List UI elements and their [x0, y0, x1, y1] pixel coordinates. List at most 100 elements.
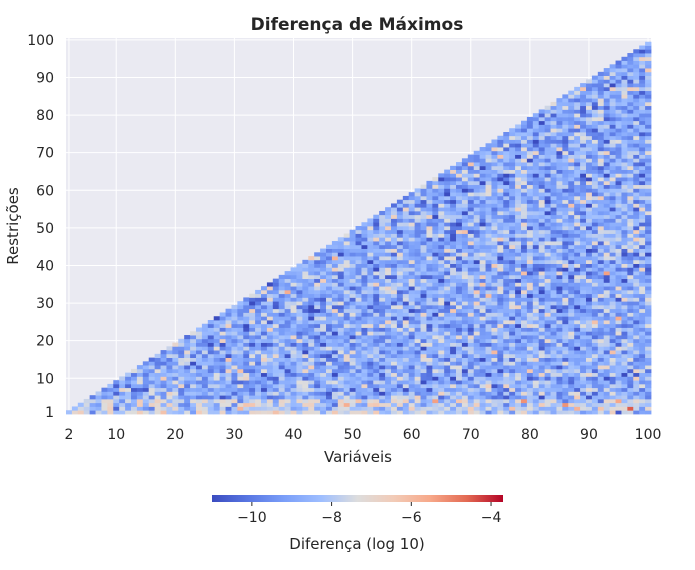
heatmap-cell	[491, 316, 497, 320]
heatmap-cell	[367, 226, 373, 230]
heatmap-cell	[432, 203, 438, 207]
heatmap-cell	[450, 384, 456, 388]
heatmap-cell	[361, 324, 367, 328]
heatmap-cell	[462, 373, 468, 377]
heatmap-cell	[539, 117, 545, 121]
heatmap-cell	[474, 316, 480, 320]
heatmap-cell	[468, 365, 474, 369]
heatmap-cell	[296, 282, 302, 286]
heatmap-cell	[621, 143, 627, 147]
heatmap-cell	[291, 335, 297, 339]
heatmap-cell	[208, 410, 214, 414]
heatmap-cell	[137, 373, 143, 377]
heatmap-cell	[308, 260, 314, 264]
heatmap-cell	[586, 275, 592, 279]
heatmap-cell	[350, 354, 356, 358]
heatmap-cell	[527, 339, 533, 343]
heatmap-cell	[621, 132, 627, 136]
heatmap-cell	[486, 155, 492, 159]
heatmap-cell	[296, 354, 302, 358]
heatmap-cell	[639, 324, 645, 328]
heatmap-cell	[616, 185, 622, 189]
heatmap-cell	[391, 226, 397, 230]
heatmap-cell	[338, 406, 344, 410]
heatmap-cell	[131, 384, 137, 388]
heatmap-cell	[509, 297, 515, 301]
heatmap-cell	[621, 230, 627, 234]
heatmap-cell	[373, 218, 379, 222]
heatmap-cell	[621, 128, 627, 132]
heatmap-cell	[509, 155, 515, 159]
heatmap-cell	[350, 282, 356, 286]
heatmap-cell	[190, 346, 196, 350]
heatmap-cell	[539, 309, 545, 313]
heatmap-cell	[627, 301, 633, 305]
heatmap-cell	[421, 297, 427, 301]
heatmap-cell	[243, 354, 249, 358]
heatmap-cell	[491, 207, 497, 211]
heatmap-cell	[604, 406, 610, 410]
heatmap-cell	[592, 234, 598, 238]
heatmap-cell	[344, 406, 350, 410]
heatmap-cell	[503, 369, 509, 373]
heatmap-cell	[539, 335, 545, 339]
heatmap-cell	[332, 316, 338, 320]
heatmap-cell	[243, 391, 249, 395]
heatmap-cell	[391, 320, 397, 324]
heatmap-cell	[320, 384, 326, 388]
heatmap-cell	[125, 380, 131, 384]
heatmap-cell	[568, 339, 574, 343]
heatmap-cell	[415, 297, 421, 301]
heatmap-cell	[462, 173, 468, 177]
heatmap-cell	[562, 350, 568, 354]
heatmap-cell	[574, 166, 580, 170]
heatmap-cell	[616, 384, 622, 388]
heatmap-cell	[155, 361, 161, 365]
heatmap-cell	[432, 260, 438, 264]
heatmap-cell	[604, 109, 610, 113]
heatmap-cell	[421, 388, 427, 392]
heatmap-cell	[426, 230, 432, 234]
heatmap-cell	[432, 234, 438, 238]
heatmap-cell	[486, 320, 492, 324]
heatmap-cell	[491, 267, 497, 271]
heatmap-cell	[226, 358, 232, 362]
heatmap-cell	[527, 301, 533, 305]
heatmap-cell	[645, 57, 651, 61]
heatmap-cell	[627, 384, 633, 388]
heatmap-cell	[621, 316, 627, 320]
heatmap-cell	[521, 324, 527, 328]
heatmap-cell	[432, 391, 438, 395]
heatmap-cell	[237, 339, 243, 343]
heatmap-cell	[509, 147, 515, 151]
heatmap-cell	[556, 275, 562, 279]
heatmap-cell	[580, 316, 586, 320]
heatmap-cell	[491, 388, 497, 392]
heatmap-cell	[533, 222, 539, 226]
heatmap-cell	[373, 230, 379, 234]
heatmap-cell	[486, 410, 492, 414]
heatmap-cell	[421, 256, 427, 260]
heatmap-cell	[444, 350, 450, 354]
heatmap-cell	[645, 234, 651, 238]
heatmap-cell	[350, 369, 356, 373]
heatmap-cell	[356, 369, 362, 373]
heatmap-cell	[503, 282, 509, 286]
heatmap-cell	[551, 151, 557, 155]
heatmap-cell	[438, 252, 444, 256]
heatmap-cell	[503, 155, 509, 159]
heatmap-cell	[533, 335, 539, 339]
heatmap-cell	[592, 361, 598, 365]
heatmap-cell	[285, 286, 291, 290]
heatmap-cell	[480, 399, 486, 403]
heatmap-cell	[456, 328, 462, 332]
heatmap-cell	[527, 410, 533, 414]
heatmap-cell	[202, 384, 208, 388]
heatmap-cell	[474, 388, 480, 392]
heatmap-cell	[580, 121, 586, 125]
heatmap-cell	[503, 181, 509, 185]
heatmap-cell	[491, 290, 497, 294]
heatmap-cell	[551, 346, 557, 350]
heatmap-cell	[391, 312, 397, 316]
heatmap-cell	[627, 140, 633, 144]
